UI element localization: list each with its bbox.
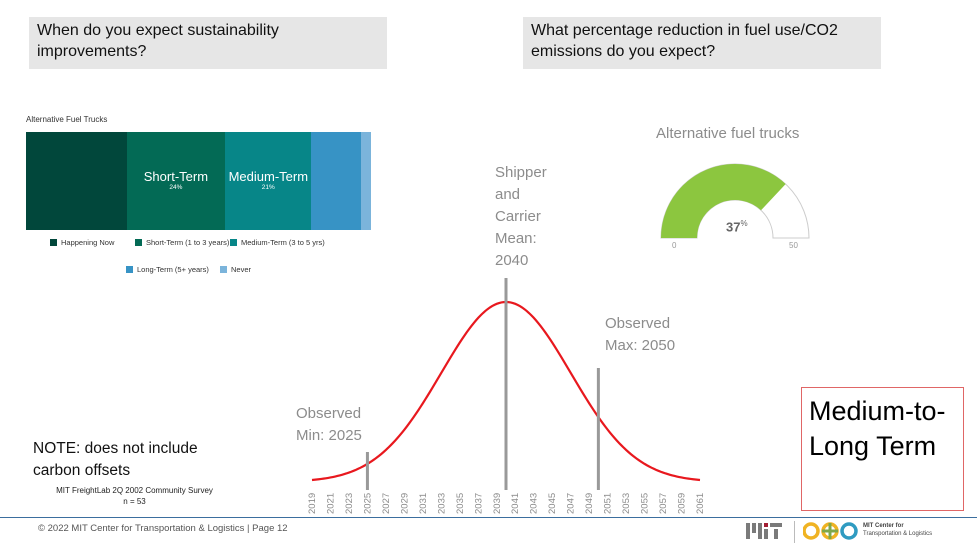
left-question: When do you expect sustainability improv… — [29, 17, 387, 69]
x-tick-label: 2047 — [566, 493, 577, 514]
x-tick-label: 2033 — [436, 493, 447, 514]
x-tick-label: 2041 — [510, 493, 521, 514]
x-tick-label: 2035 — [455, 493, 466, 514]
bar-segment-label: Short-Term — [143, 169, 209, 184]
ctl-line2: Transportation & Logistics — [863, 530, 933, 537]
right-question-text: What percentage reduction in fuel use/CO… — [531, 22, 838, 60]
legend-swatch — [135, 239, 142, 246]
gauge-min-label: 0 — [672, 241, 677, 250]
max-annotation: Observed Max: 2050 — [605, 315, 676, 354]
gauge-value-text: 37 — [726, 219, 741, 235]
note-text: NOTE: does not include carbon offsets — [33, 440, 198, 479]
x-tick-label: 2053 — [621, 493, 632, 514]
legend-item: Never — [220, 265, 251, 274]
x-tick-label: 2025 — [362, 493, 373, 514]
legend-label: Never — [231, 265, 252, 274]
legend-label: Medium-Term (3 to 5 yrs) — [241, 238, 325, 247]
gauge-unit: % — [740, 219, 748, 228]
x-tick-label: 2059 — [677, 493, 688, 514]
footer-divider — [0, 517, 977, 518]
x-tick-label: 2023 — [344, 493, 355, 514]
x-tick-label: 2055 — [640, 493, 651, 514]
survey-source: MIT FreightLab 2Q 2002 Community Survey … — [42, 485, 227, 507]
distribution-chart: 2019 2021 2023 2025 2027 2029 2031 2033 2035 2037… — [307, 278, 706, 514]
x-tick-label: 2043 — [529, 493, 540, 514]
stacked-bar: Short-Term 24% Medium-Term 21% — [26, 132, 371, 230]
conclusion-box: Medium-to-Long Term — [801, 387, 964, 511]
gauge-fill — [661, 164, 786, 238]
bar-legend: Happening Now Short-Term (1 to 3 years) Me… — [50, 238, 380, 278]
bar-segment-percent: 21% — [261, 184, 275, 191]
x-tick-label: 2037 — [473, 493, 484, 514]
gauge-title: Alternative fuel trucks — [656, 125, 800, 142]
mean-annotation: Shipper and Carrier Mean: 2040 — [495, 164, 547, 269]
conclusion-text: Medium-to-Long Term — [809, 396, 946, 461]
legend-item: Short-Term (1 to 3 years) — [135, 238, 229, 247]
x-tick-label: 2021 — [325, 493, 336, 514]
legend-swatch — [126, 266, 133, 273]
x-tick-label: 2049 — [584, 493, 595, 514]
bar-segment-1 — [26, 132, 127, 230]
x-tick-label: 2031 — [418, 493, 429, 514]
legend-item: Long-Term (5+ years) — [126, 265, 209, 274]
min-annotation: Observed Min: 2025 — [296, 405, 362, 444]
legend-swatch — [50, 239, 57, 246]
ctl-line1: MIT Center for — [863, 523, 904, 529]
x-tick-label: 2029 — [399, 493, 410, 514]
legend-item: Medium-Term (3 to 5 yrs) — [230, 238, 325, 247]
gauge-max-label: 50 — [789, 241, 798, 250]
x-tick-label: 2057 — [658, 493, 669, 514]
survey-line2: n = 53 — [123, 497, 146, 506]
bar-segment-2: Short-Term 24% — [126, 132, 226, 230]
legend-swatch — [220, 266, 227, 273]
legend-label: Happening Now — [61, 238, 115, 247]
x-tick-label: 2061 — [695, 493, 706, 514]
bar-segment-5 — [360, 132, 371, 230]
bar-segment-percent: 24% — [169, 184, 183, 191]
survey-line1: MIT FreightLab 2Q 2002 Community Survey — [56, 486, 213, 495]
gauge-chart — [660, 163, 810, 239]
bar-chart-title: Alternative Fuel Trucks — [26, 115, 108, 124]
gauge-value: 37% — [726, 219, 748, 234]
x-tick-label: 2027 — [381, 493, 392, 514]
x-tick-label: 2051 — [603, 493, 614, 514]
bar-segment-3: Medium-Term 21% — [225, 132, 312, 230]
mit-logo — [746, 523, 782, 539]
legend-swatch — [230, 239, 237, 246]
bar-segment-4 — [311, 132, 361, 230]
x-tick-label: 2045 — [547, 493, 558, 514]
legend-item: Happening Now — [50, 238, 114, 247]
logo-divider — [794, 521, 795, 543]
x-tick-label: 2039 — [492, 493, 503, 514]
legend-label: Long-Term (5+ years) — [137, 265, 209, 274]
legend-label: Short-Term (1 to 3 years) — [146, 238, 230, 247]
right-question: What percentage reduction in fuel use/CO… — [523, 17, 881, 69]
ctl-logo — [803, 522, 858, 540]
ctl-text: MIT Center for Transportation & Logistic… — [863, 523, 932, 538]
footer-copyright: © 2022 MIT Center for Transportation & L… — [38, 523, 288, 534]
left-question-text: When do you expect sustainability improv… — [37, 22, 279, 60]
bar-segment-label: Medium-Term — [228, 169, 309, 184]
x-tick-label: 2019 — [307, 493, 318, 514]
